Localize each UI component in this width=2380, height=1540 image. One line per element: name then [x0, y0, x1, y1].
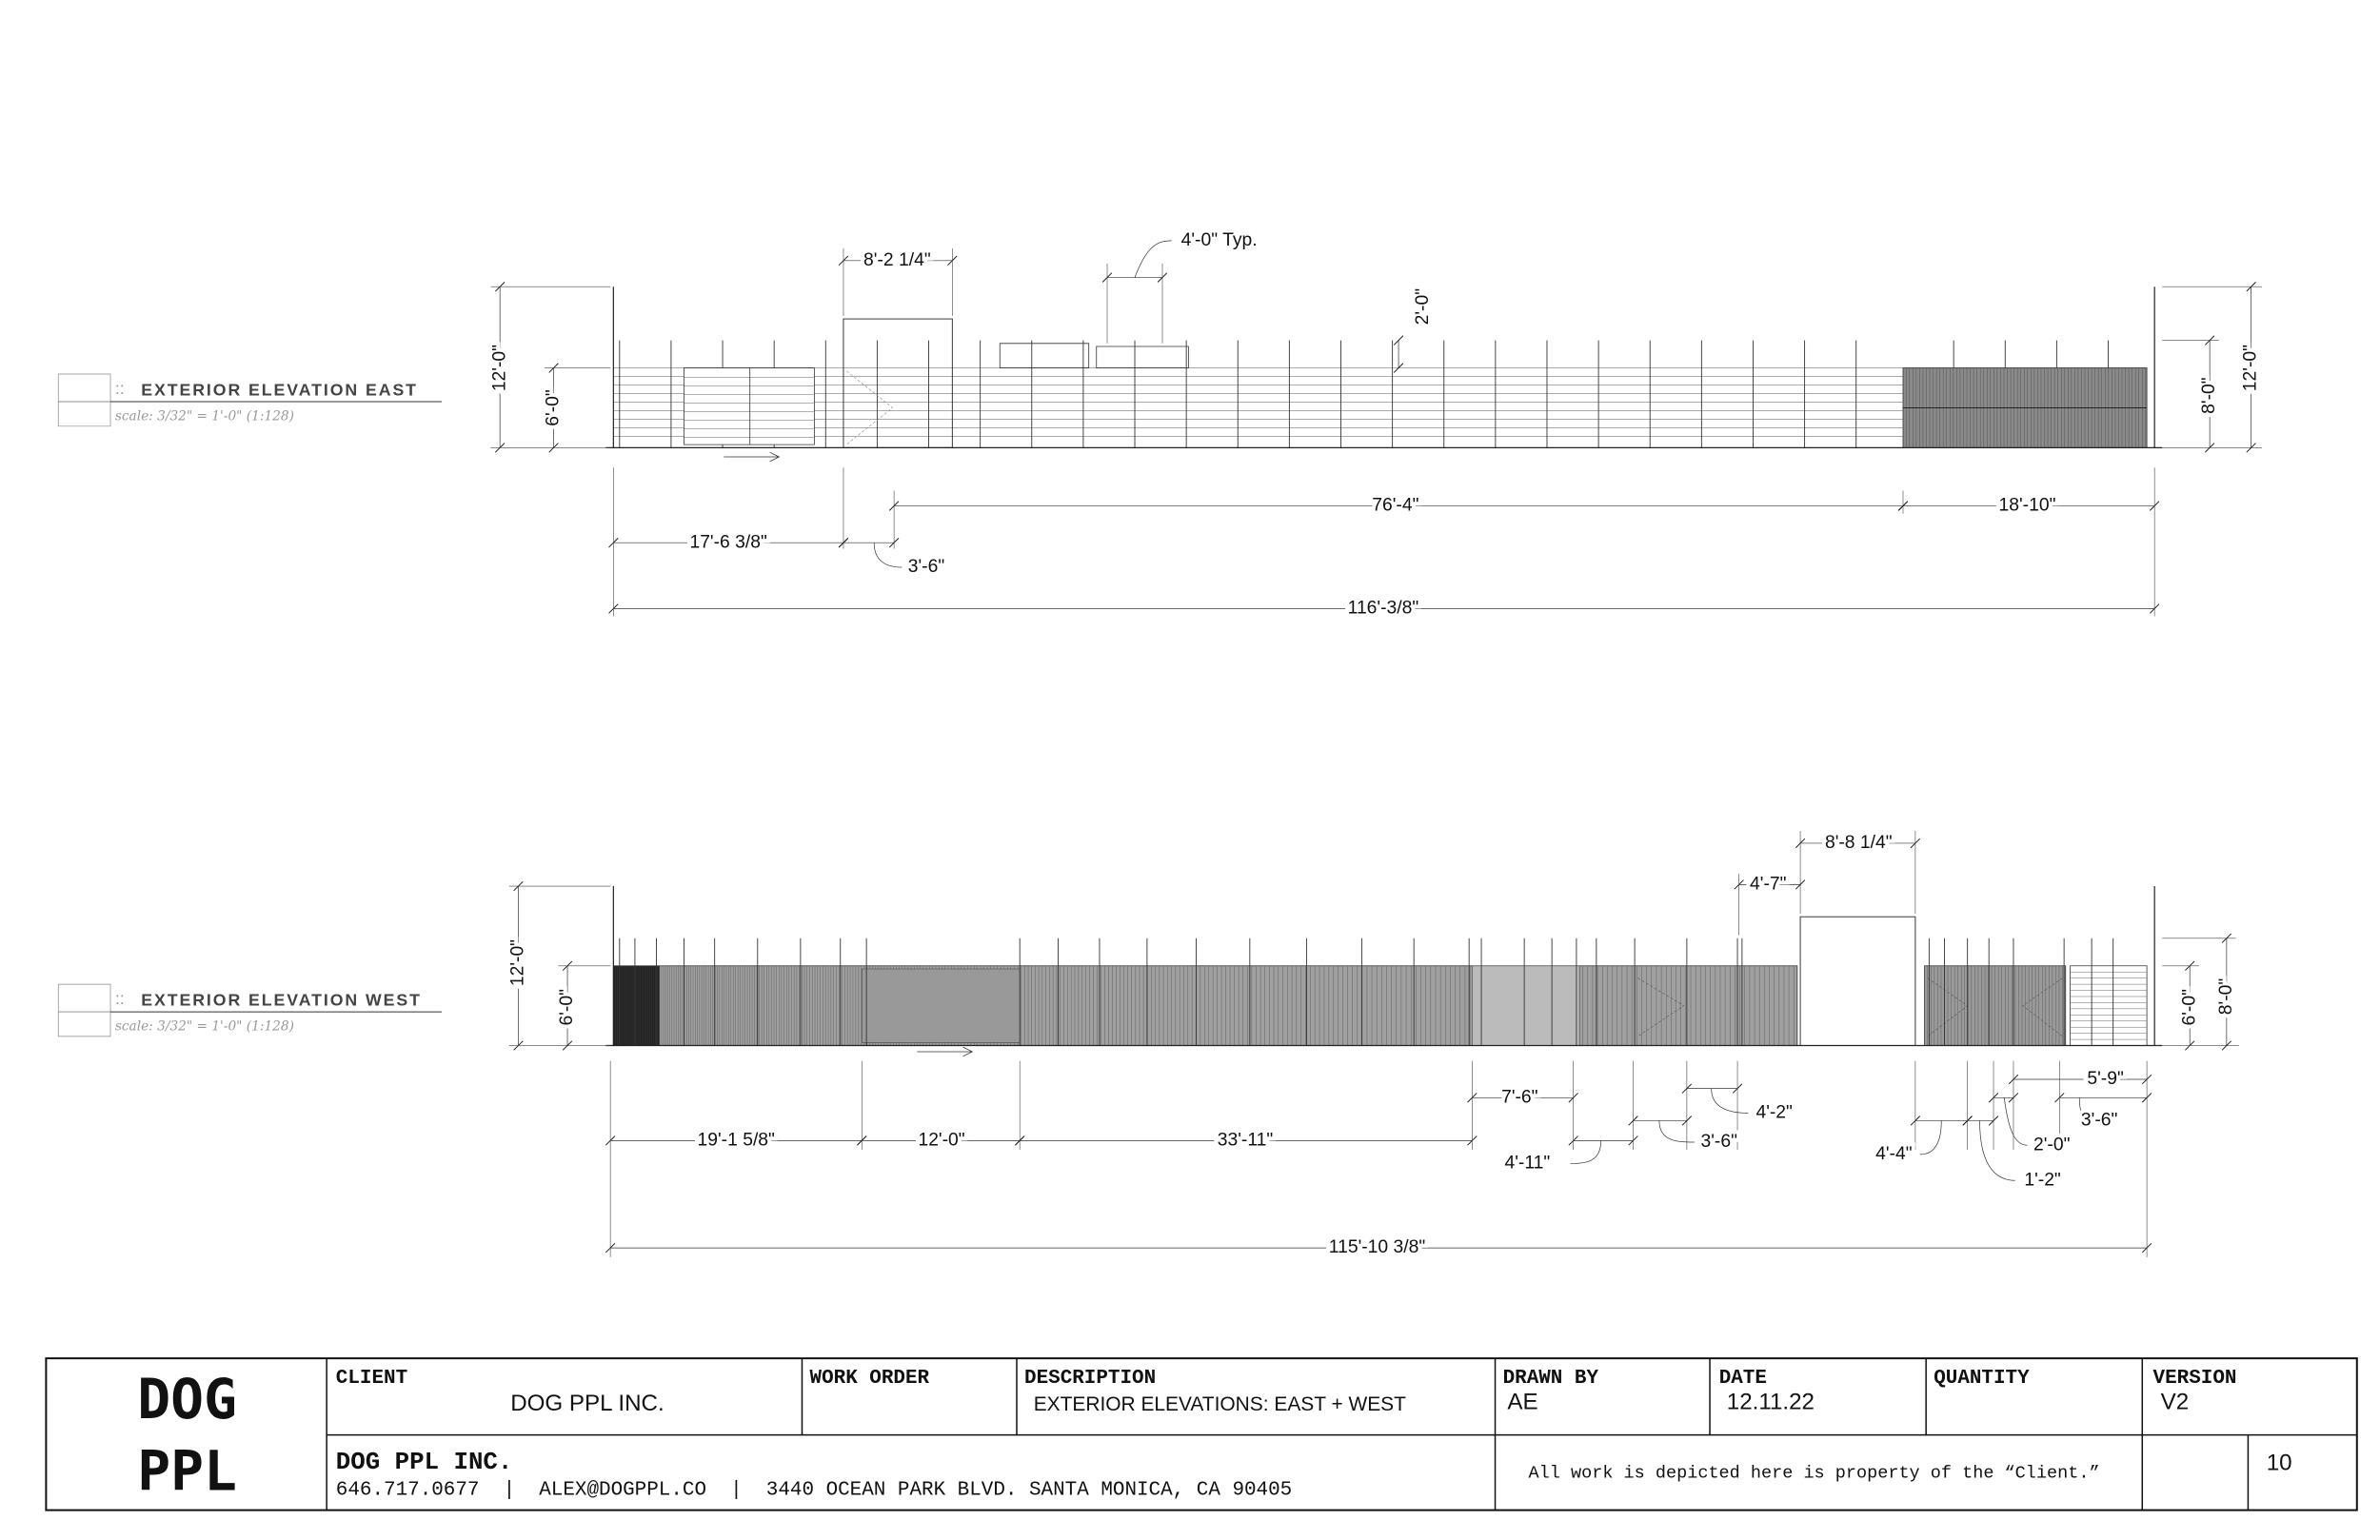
field-value: EXTERIOR ELEVATIONS: EAST + WEST: [1034, 1393, 1406, 1415]
company-name: DOG PPL INC.: [336, 1449, 513, 1476]
fence-panel: [2071, 966, 2148, 1046]
field-label: DESCRIPTION: [1024, 1368, 1156, 1390]
leader: [874, 543, 902, 567]
dimension-tick: [1394, 364, 1403, 373]
dimension-label: 4'-2": [1755, 1103, 1793, 1123]
field-label: QUANTITY: [1934, 1368, 2030, 1390]
flow-arrow: [917, 1047, 972, 1056]
heading-title: EXTERIOR ELEVATION WEST: [141, 991, 422, 1010]
dimension-label: 19'-1 5/8": [698, 1131, 776, 1151]
field-label: DRAWN BY: [1503, 1368, 1599, 1390]
dimension-tick: [2247, 444, 2256, 453]
logo-line: DOG: [137, 1367, 237, 1431]
dimension-label: 33'-11": [1218, 1131, 1274, 1151]
label-box: [58, 402, 110, 426]
company-contact: 646.717.0677 | ALEX@DOGPPL.CO | 3440 OCE…: [336, 1479, 1292, 1501]
dimension-label: 6'-0": [557, 989, 577, 1026]
structure: [1800, 917, 1915, 1045]
structure: [1097, 346, 1189, 368]
dimension-label: 3'-6": [1700, 1132, 1737, 1152]
dimension-label: 8'-0": [2216, 978, 2236, 1016]
dimension-label: 12'-0": [918, 1131, 964, 1151]
dimension-label: 18'-10": [1999, 496, 2056, 516]
heading-marker: ::: [115, 989, 125, 1008]
dimension-tick: [1795, 880, 1805, 890]
field-value: DOG PPL INC.: [510, 1391, 664, 1416]
dimension-label: 12'-0": [508, 939, 528, 986]
dense-fence: [613, 965, 660, 1046]
door-swing: [1637, 978, 1683, 1037]
ownership-notice: All work is depicted here is property of…: [1529, 1464, 2100, 1484]
label-box: [58, 1012, 110, 1037]
field-label: CLIENT: [336, 1368, 407, 1390]
heading-title: EXTERIOR ELEVATION EAST: [141, 381, 418, 400]
leader: [1659, 1120, 1695, 1142]
dimension-label: 2'-0": [1413, 288, 1433, 326]
dimension-tick: [549, 444, 559, 453]
dimension-label: 4'-7": [1750, 875, 1787, 895]
field-label: DATE: [1719, 1368, 1767, 1390]
dense-fence: [613, 966, 1797, 1046]
leader: [1712, 1089, 1749, 1114]
field-value: AE: [1507, 1389, 1537, 1414]
dimension-label: 6'-0": [544, 389, 564, 426]
dimension-tick: [1394, 336, 1403, 346]
dimension-label: 3'-6": [2081, 1111, 2118, 1131]
title-block-frame: [46, 1358, 2356, 1510]
heading-scale: scale: 3/32" = 1'-0" (1:128): [115, 1018, 294, 1034]
leader: [1920, 1120, 1942, 1154]
dimension-label: 8'-8 1/4": [1825, 833, 1893, 853]
dimension-label: 4'-0" Typ.: [1181, 230, 1258, 250]
dimension-label: 8'-0": [2199, 377, 2219, 414]
fence-panel: [862, 969, 1020, 1042]
dimension-tick: [563, 1041, 572, 1051]
leader: [2079, 1097, 2082, 1120]
door-swing: [846, 371, 892, 444]
title-block: DOG PPL CLIENT DOG PPL INC. WORK ORDER D…: [46, 1358, 2356, 1510]
field-label: VERSION: [2153, 1368, 2237, 1390]
fence-panel: [1472, 966, 1579, 1046]
field-value: V2: [2161, 1389, 2190, 1414]
dimension-label: 116'-3/8": [1348, 599, 1419, 619]
heading-scale: scale: 3/32" = 1'-0" (1:128): [115, 408, 294, 424]
dimension-label: 5'-9": [2087, 1069, 2124, 1089]
dimension-label: 1'-2": [2024, 1170, 2061, 1190]
leader: [1570, 1140, 1600, 1163]
sheet-number: 10: [2267, 1451, 2292, 1476]
dimension-label: 115'-10 3/8": [1329, 1237, 1426, 1257]
dimension-label: 7'-6": [1501, 1087, 1538, 1107]
gate: [684, 368, 814, 445]
dimension-tick: [2222, 1041, 2231, 1051]
dimension-label: 4'-4": [1875, 1144, 1913, 1164]
leader: [1980, 1120, 2015, 1180]
dimension-label: 2'-0": [2033, 1135, 2071, 1155]
field-label: WORK ORDER: [810, 1368, 930, 1390]
dimension-label: 4'-11": [1504, 1154, 1550, 1174]
dimension-label: 17'-6 3/8": [689, 532, 767, 552]
dimension-label: 6'-0": [2179, 989, 2199, 1026]
leader: [1135, 241, 1172, 278]
heading-marker: ::: [115, 379, 125, 398]
dimension-label: 8'-2 1/4": [863, 250, 931, 270]
dimension-label: 12'-0": [2241, 345, 2261, 391]
dimension-label: 3'-6": [908, 557, 945, 577]
dimension-label: 12'-0": [489, 345, 509, 391]
structure: [1000, 344, 1088, 368]
dimension-label: 76'-4": [1372, 496, 1418, 516]
logo-line: PPL: [137, 1439, 237, 1504]
flow-arrow: [724, 452, 779, 462]
field-value: 12.11.22: [1727, 1389, 1815, 1414]
